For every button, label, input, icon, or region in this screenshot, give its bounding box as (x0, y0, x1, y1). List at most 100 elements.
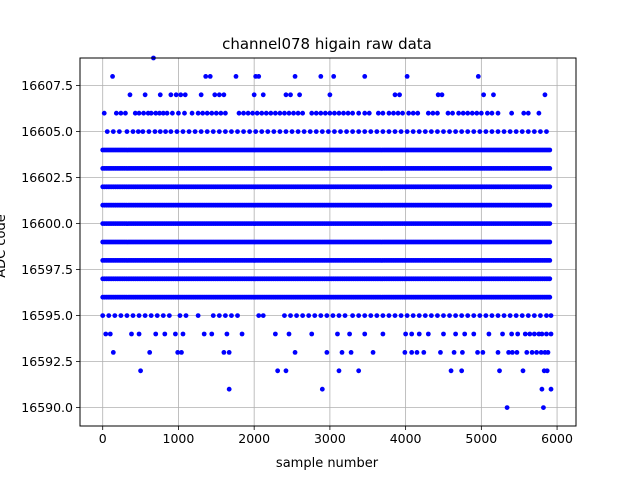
data-point (229, 129, 234, 135)
data-point (254, 110, 260, 116)
data-point (525, 313, 531, 318)
data-point (168, 129, 174, 135)
data-point (356, 313, 362, 318)
data-point (529, 350, 535, 355)
data-point (447, 313, 452, 318)
data-point (203, 74, 209, 79)
data-point (460, 110, 466, 116)
data-point (456, 110, 462, 116)
data-point (538, 313, 543, 318)
x-tick-label: 4000 (390, 431, 422, 446)
data-point (362, 313, 368, 318)
data-point (124, 129, 130, 135)
data-point (435, 313, 440, 318)
data-point (356, 368, 362, 374)
data-point (507, 313, 513, 318)
data-point (509, 331, 515, 337)
data-point (327, 110, 333, 116)
data-point (136, 331, 142, 337)
data-point (453, 313, 458, 318)
data-point (148, 313, 154, 318)
data-point (486, 331, 492, 337)
data-point (207, 74, 213, 79)
data-point (213, 110, 219, 116)
data-point (336, 368, 342, 374)
data-point (380, 129, 386, 135)
data-point (325, 129, 331, 135)
data-point (370, 350, 376, 355)
data-point (507, 129, 513, 135)
data-point (107, 331, 113, 337)
x-axis-label: sample number (276, 456, 379, 471)
data-point (386, 313, 392, 318)
data-point (397, 92, 402, 98)
data-point (127, 92, 133, 98)
data-point (395, 110, 401, 116)
data-point (541, 405, 546, 410)
data-point (527, 331, 533, 337)
data-point (344, 129, 349, 135)
data-point (332, 129, 337, 135)
data-point (404, 313, 410, 318)
data-point (251, 92, 257, 98)
data-point (471, 313, 477, 318)
data-point (177, 313, 183, 318)
data-point (547, 258, 553, 263)
data-point (480, 350, 486, 355)
data-point (189, 110, 195, 116)
data-point (374, 129, 380, 135)
data-point (474, 110, 480, 116)
data-point (218, 110, 224, 116)
data-point (226, 386, 232, 392)
data-point (265, 129, 271, 135)
data-point (229, 313, 234, 318)
data-point (192, 129, 198, 135)
data-point (539, 386, 545, 392)
data-point (209, 331, 215, 337)
data-point (410, 110, 416, 116)
data-point (392, 313, 398, 318)
data-point (300, 110, 306, 116)
data-point (356, 110, 362, 116)
data-point (430, 110, 436, 116)
data-point (414, 350, 420, 355)
data-point (256, 74, 262, 79)
data-point (489, 313, 495, 318)
data-point (180, 331, 186, 337)
data-point (489, 110, 495, 116)
data-point (547, 239, 553, 245)
data-point (539, 331, 545, 337)
data-point (481, 92, 487, 98)
data-point (283, 129, 289, 135)
x-tick-label: 0 (99, 431, 107, 446)
data-point (241, 129, 246, 135)
data-point (110, 350, 116, 355)
data-point (350, 110, 356, 116)
data-point (110, 129, 116, 135)
data-point (438, 350, 443, 355)
data-point (465, 110, 471, 116)
data-point (439, 92, 445, 98)
data-point (174, 129, 180, 135)
data-point (462, 331, 468, 337)
data-point (459, 129, 465, 135)
data-point (501, 129, 507, 135)
data-point (175, 350, 181, 355)
data-point (103, 331, 109, 337)
data-point (410, 313, 416, 318)
data-point (483, 129, 489, 135)
data-point (292, 74, 298, 79)
data-point (204, 129, 210, 135)
data-point (307, 129, 313, 135)
data-point (356, 129, 362, 135)
data-point (469, 110, 475, 116)
data-point (216, 129, 222, 135)
data-point (465, 313, 471, 318)
data-point (147, 350, 153, 355)
data-point (398, 129, 404, 135)
data-point (425, 331, 431, 337)
data-point (295, 129, 301, 135)
data-point (404, 74, 410, 79)
data-point (521, 110, 527, 116)
data-point (318, 110, 324, 116)
